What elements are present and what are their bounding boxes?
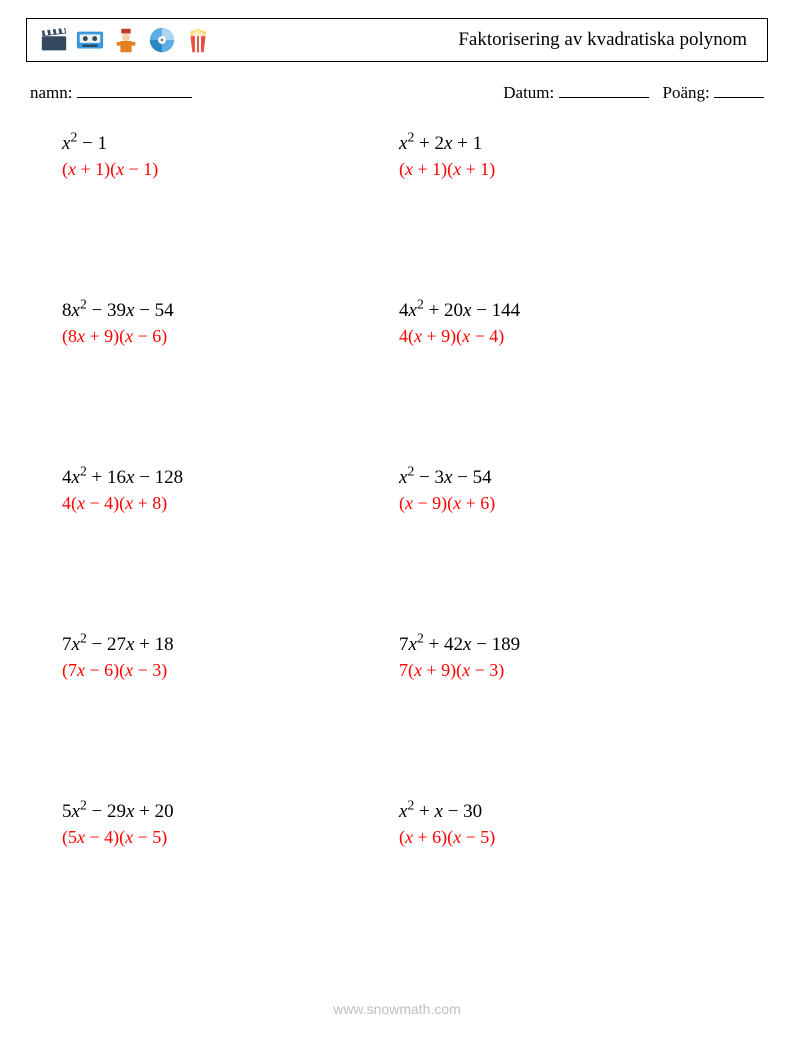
header-box: Faktorisering av kvadratiska polynom	[26, 18, 768, 62]
problem-answer: (x − 9)(x + 6)	[399, 493, 764, 514]
problem-answer: 4(x − 4)(x + 8)	[62, 493, 397, 514]
name-label: namn:	[30, 83, 73, 102]
score-field: Poäng:	[663, 80, 764, 103]
problem-question: 4x2 + 20x − 144	[399, 300, 764, 322]
problem-question: 5x2 − 29x + 20	[62, 801, 397, 823]
problem-answer: (5x − 4)(x − 5)	[62, 827, 397, 848]
problem-answer: (8x + 9)(x − 6)	[62, 326, 397, 347]
problem-cell: x2 + x − 30 (x + 6)(x − 5)	[397, 801, 764, 848]
score-blank	[714, 80, 764, 98]
problem-question: 7x2 + 42x − 189	[399, 634, 764, 656]
header-title: Faktorisering av kvadratiska polynom	[213, 29, 755, 51]
problem-cell: 5x2 − 29x + 20 (5x − 4)(x − 5)	[30, 801, 397, 848]
problem-cell: x2 − 3x − 54 (x − 9)(x + 6)	[397, 467, 764, 514]
clapper-icon	[39, 25, 69, 55]
problem-answer: (x + 6)(x − 5)	[399, 827, 764, 848]
date-label: Datum:	[503, 83, 554, 102]
problem-question: 8x2 − 39x − 54	[62, 300, 397, 322]
footer-text: www.snowmath.com	[0, 1001, 794, 1017]
problem-row: 4x2 + 16x − 128 4(x − 4)(x + 8)x2 − 3x − …	[30, 467, 764, 514]
popcorn-icon	[183, 25, 213, 55]
problem-row: 7x2 − 27x + 18 (7x − 6)(x − 3)7x2 + 42x −…	[30, 634, 764, 681]
score-label: Poäng:	[663, 83, 710, 102]
problem-row: x2 − 1 (x + 1)(x − 1)x2 + 2x + 1 (x + 1)(x…	[30, 133, 764, 180]
problem-question: 7x2 − 27x + 18	[62, 634, 397, 656]
problem-cell: 8x2 − 39x − 54 (8x + 9)(x − 6)	[30, 300, 397, 347]
problem-question: x2 + x − 30	[399, 801, 764, 823]
problem-question: x2 − 1	[62, 133, 397, 155]
problem-answer: (7x − 6)(x − 3)	[62, 660, 397, 681]
name-blank	[77, 80, 192, 98]
problem-answer: (x + 1)(x + 1)	[399, 159, 764, 180]
problem-cell: x2 + 2x + 1 (x + 1)(x + 1)	[397, 133, 764, 180]
problem-row: 5x2 − 29x + 20 (5x − 4)(x − 5)x2 + x − 30…	[30, 801, 764, 848]
problem-cell: 7x2 + 42x − 189 7(x + 9)(x − 3)	[397, 634, 764, 681]
problem-answer: 7(x + 9)(x − 3)	[399, 660, 764, 681]
problem-answer: (x + 1)(x − 1)	[62, 159, 397, 180]
problem-question: x2 − 3x − 54	[399, 467, 764, 489]
problem-cell: 7x2 − 27x + 18 (7x − 6)(x − 3)	[30, 634, 397, 681]
cd-icon	[147, 25, 177, 55]
problem-answer: 4(x + 9)(x − 4)	[399, 326, 764, 347]
problems-area: x2 − 1 (x + 1)(x − 1)x2 + 2x + 1 (x + 1)(x…	[26, 133, 768, 848]
person-icon	[111, 25, 141, 55]
cassette-icon	[75, 25, 105, 55]
header-icons	[39, 25, 213, 55]
problem-cell: x2 − 1 (x + 1)(x − 1)	[30, 133, 397, 180]
problem-cell: 4x2 + 20x − 144 4(x + 9)(x − 4)	[397, 300, 764, 347]
problem-question: 4x2 + 16x − 128	[62, 467, 397, 489]
meta-row: namn: Datum: Poäng:	[26, 80, 768, 103]
date-blank	[559, 80, 649, 98]
problem-row: 8x2 − 39x − 54 (8x + 9)(x − 6)4x2 + 20x −…	[30, 300, 764, 347]
name-field: namn:	[30, 80, 192, 103]
problem-cell: 4x2 + 16x − 128 4(x − 4)(x + 8)	[30, 467, 397, 514]
problem-question: x2 + 2x + 1	[399, 133, 764, 155]
date-field: Datum:	[503, 80, 648, 103]
